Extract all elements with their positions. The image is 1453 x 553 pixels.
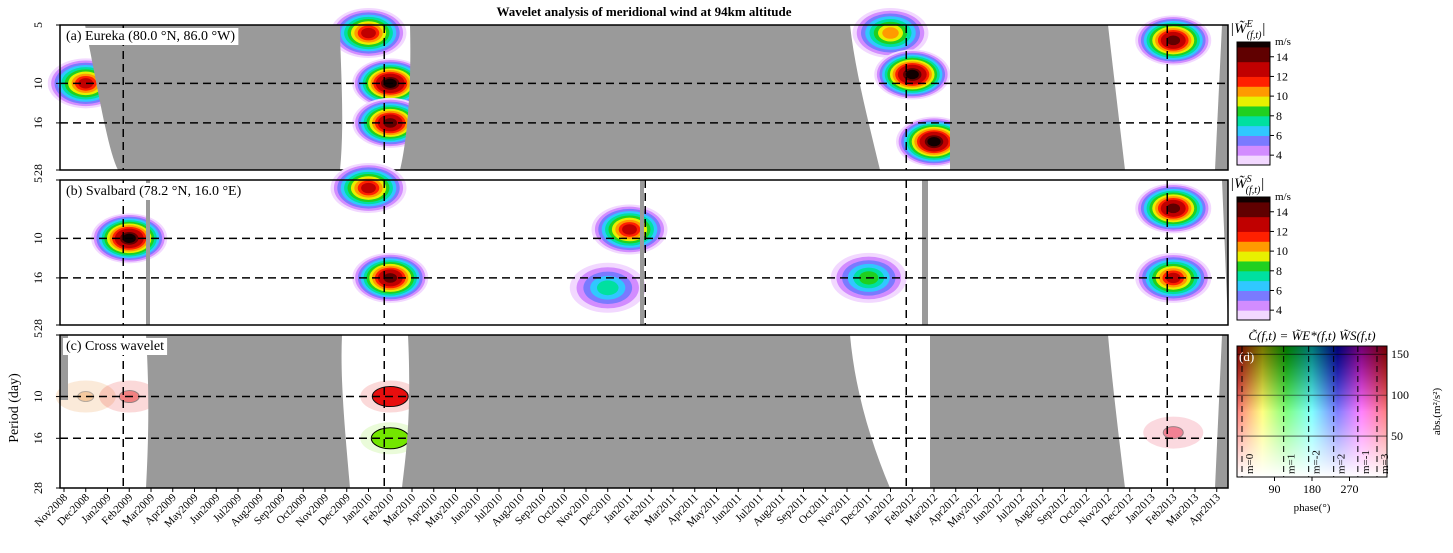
heat-contour <box>361 183 376 193</box>
mask <box>950 25 1125 170</box>
heat-contour <box>906 70 919 79</box>
panel-label: (a) Eureka (80.0 °N, 86.0 °W) <box>66 29 235 44</box>
x-tick-label: 90 <box>1269 482 1281 496</box>
bar: | <box>1261 21 1265 37</box>
cross-peak <box>1163 427 1183 439</box>
x-axis-label: phase(°) <box>1294 502 1331 514</box>
sup: S <box>1247 174 1252 185</box>
y-tick-label: 50 <box>1391 429 1403 443</box>
colorbar-tick-label: 10 <box>1276 89 1288 103</box>
sup: E <box>1246 19 1253 30</box>
y-tick-label: 150 <box>1391 347 1409 361</box>
y-tick-label: 16 <box>31 272 45 284</box>
colorbar-tick-label: 6 <box>1276 128 1282 142</box>
colorbar-tick-label: 10 <box>1276 244 1288 258</box>
colorbar-title: |W̃S(f,t)| <box>1230 174 1264 196</box>
colorbar-tick-label: 4 <box>1276 303 1282 317</box>
sub: (f,t) <box>1246 185 1261 196</box>
mode-label: m=-2 <box>1311 450 1323 474</box>
y-tick-label: 28 <box>31 319 45 331</box>
mode-label: m=-1 <box>1360 450 1372 474</box>
colorbar-tick-label: 12 <box>1276 69 1288 83</box>
mode-label: m=1 <box>1286 454 1298 474</box>
mask <box>922 180 928 325</box>
colorbar-tick-label: 8 <box>1276 109 1282 123</box>
mode-label: m=2 <box>1336 454 1348 474</box>
x-tick-label: 270 <box>1341 482 1359 496</box>
y-axis-label: abs.(m²/s²) <box>1431 388 1443 436</box>
y-tick-label: 5 <box>31 332 45 338</box>
mode-label: m=3 <box>1379 453 1391 474</box>
heat-contour <box>622 224 637 234</box>
figure-title: Wavelet analysis of meridional wind at 9… <box>496 4 791 19</box>
colorbar-tick-label: 8 <box>1276 264 1282 278</box>
y-tick-label: 10 <box>31 391 45 403</box>
mask <box>640 180 644 325</box>
phase-title: C̃(f,t) = W̃E*(f,t) W̃S(f,t) <box>1248 328 1375 343</box>
colorbar-unit: m/s <box>1275 36 1291 48</box>
y-tick-label: 28 <box>31 482 45 494</box>
colorbar-tick-label: 4 <box>1276 148 1282 162</box>
panel-label: (c) Cross wavelet <box>66 339 164 354</box>
colorbar-title: |W̃E(f,t)| <box>1230 19 1266 41</box>
mask <box>146 180 150 325</box>
y-tick-label: 100 <box>1391 388 1409 402</box>
mask <box>402 335 890 488</box>
sub: (f,t) <box>1247 30 1262 41</box>
y-tick-label: 5 <box>31 177 45 183</box>
colorbar-tick-label: 14 <box>1276 50 1288 64</box>
phase-panel-label: (d) <box>1239 349 1254 364</box>
y-tick-label: 10 <box>31 232 45 244</box>
panel-label: (b) Svalbard (78.2 °N, 16.0 °E) <box>66 184 242 199</box>
colorbar-tick-label: 6 <box>1276 283 1282 297</box>
heat-contour <box>1166 36 1180 46</box>
mask <box>400 25 880 170</box>
y-tick-label: 10 <box>31 77 45 89</box>
mask <box>930 335 1125 488</box>
colorbar-unit: m/s <box>1275 191 1291 203</box>
heat-contour <box>927 137 940 146</box>
heat-contour <box>361 28 376 38</box>
y-tick-label: 5 <box>31 22 45 28</box>
mask <box>146 335 350 488</box>
heat-contour <box>1166 203 1180 213</box>
y-axis-label: Period (day) <box>7 373 22 443</box>
figure: Wavelet analysis of meridional wind at 9… <box>0 0 1453 548</box>
bar: | <box>1260 176 1264 192</box>
mode-label: m=0 <box>1244 453 1256 474</box>
y-tick-label: 28 <box>31 164 45 176</box>
y-tick-label: 16 <box>31 432 45 444</box>
heat-contour <box>882 27 899 39</box>
y-tick-label: 16 <box>31 117 45 129</box>
x-tick-label: 180 <box>1303 482 1321 496</box>
heat-contour <box>597 280 619 295</box>
colorbar-tick-label: 12 <box>1276 224 1288 238</box>
colorbar-tick-label: 14 <box>1276 205 1288 219</box>
